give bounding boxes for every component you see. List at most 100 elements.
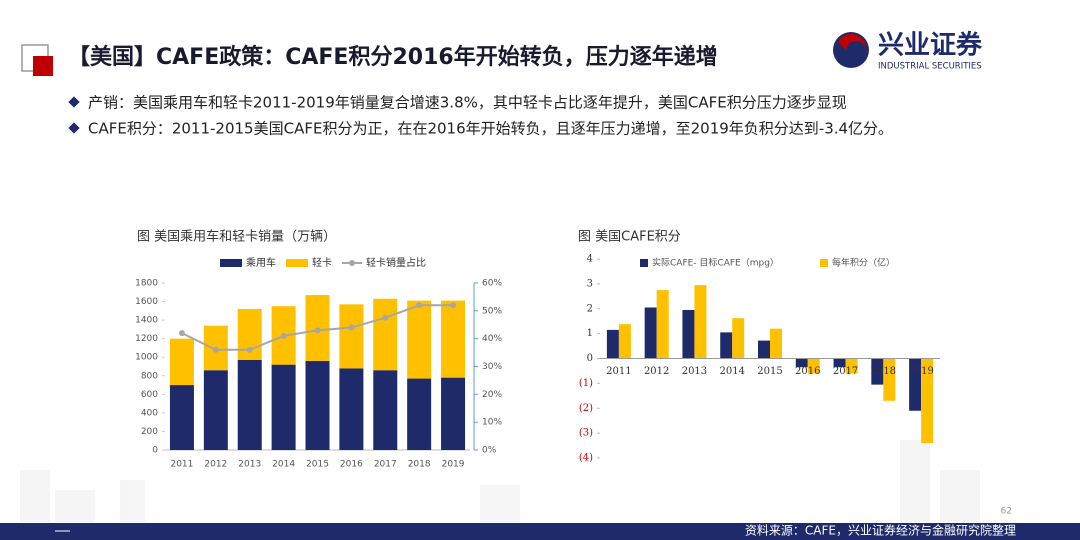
x-tick-label: 2014	[272, 460, 295, 470]
bar	[770, 328, 782, 359]
y2-tick-label: 20%	[482, 390, 502, 400]
bar-segment	[373, 298, 398, 371]
y-tick-label: 4	[587, 254, 593, 265]
line-marker	[348, 324, 355, 331]
bar-segment	[339, 304, 364, 369]
y-tick-label: (4)	[579, 453, 593, 464]
y-tick-label: 2	[587, 303, 593, 314]
x-tick-label: 2015	[757, 366, 782, 377]
y-tick-label: 400	[141, 408, 158, 418]
bar-segment	[203, 370, 228, 450]
legend-swatch	[220, 259, 242, 267]
line-marker	[280, 332, 287, 339]
bar	[909, 358, 922, 411]
bar	[682, 309, 695, 359]
y-tick-label: 1	[587, 328, 593, 339]
bar-segment	[407, 300, 432, 379]
y-tick-label: 1000	[135, 353, 158, 363]
y2-tick-label: 0%	[482, 446, 497, 456]
x-tick-label: 2017	[374, 460, 397, 470]
bar-segment	[271, 364, 296, 450]
y-tick-label: 0	[587, 353, 593, 364]
x-tick-label: 2015	[306, 460, 329, 470]
legend-label: 轻卡	[312, 256, 332, 269]
bar	[921, 358, 934, 444]
logo-sub: INDUSTRIAL SECURITIES	[878, 62, 982, 72]
chart-title: 图 美国乘用车和轻卡销量（万辆）	[137, 229, 336, 245]
x-tick-label: 2018	[408, 460, 431, 470]
x-tick-label: 2013	[682, 366, 707, 377]
bar	[845, 358, 858, 374]
y-tick-label: 1600	[135, 297, 158, 307]
bar	[720, 332, 733, 359]
bar-segment	[339, 368, 364, 450]
x-tick-label: 2016	[795, 366, 820, 377]
bar	[833, 358, 846, 368]
bar-segment	[237, 360, 262, 450]
legend-label: 每年积分（亿）	[832, 257, 895, 269]
logo-name: 兴业证券	[878, 31, 983, 61]
y-tick-label: 3	[587, 278, 593, 289]
y2-tick-label: 30%	[482, 362, 502, 372]
bar	[618, 324, 631, 359]
title-icon	[33, 56, 53, 76]
y2-tick-label: 10%	[482, 418, 502, 428]
x-tick-label: 2019	[908, 366, 933, 377]
x-tick-label: 2014	[719, 366, 744, 377]
bar	[807, 358, 820, 374]
legend-label: 轻卡销量占比	[366, 256, 426, 269]
x-tick-label: 2011	[170, 460, 193, 470]
y-tick-label: 200	[141, 427, 158, 437]
y-tick-label: 800	[141, 371, 158, 381]
x-tick-label: 2019	[442, 460, 465, 470]
legend-label: 乘用车	[246, 256, 276, 269]
line-marker	[178, 330, 185, 337]
bar-segment	[407, 378, 432, 450]
y-tick-label: 600	[141, 390, 158, 400]
y2-tick-label: 60%	[482, 279, 502, 289]
legend-swatch	[820, 259, 828, 267]
y-tick-label: (3)	[579, 428, 593, 439]
bar	[871, 358, 884, 385]
x-tick-label: 2013	[238, 460, 261, 470]
skyline	[20, 440, 980, 522]
x-tick-label: 2012	[644, 366, 669, 377]
bar	[656, 290, 669, 359]
bar-segment	[441, 300, 466, 378]
bar	[883, 358, 896, 401]
legend-swatch	[640, 259, 648, 267]
logo-swirl	[838, 33, 867, 52]
y2-tick-label: 50%	[482, 306, 502, 316]
legend-swatch	[349, 260, 355, 266]
bar	[732, 318, 745, 359]
bar	[758, 340, 770, 359]
bar-segment	[373, 370, 398, 450]
bar-segment	[169, 385, 194, 450]
x-tick-label: 2011	[606, 366, 631, 377]
line-marker	[450, 302, 457, 309]
bar-segment	[441, 377, 466, 450]
x-tick-label: 2012	[204, 460, 227, 470]
y-tick-label: 1400	[135, 316, 158, 326]
line-marker	[212, 346, 219, 353]
bar-segment	[169, 338, 194, 386]
footer-source: 资料来源：CAFE，兴业证券经济与金融研究院整理	[745, 523, 1016, 538]
bullet: CAFE积分：2011-2015美国CAFE积分为正，在在2016年开始转负，且…	[88, 120, 893, 138]
y-tick-label: 1200	[135, 334, 158, 344]
x-tick-label: 2016	[340, 460, 363, 470]
y-tick-label: (2)	[579, 403, 593, 414]
bar	[606, 329, 619, 359]
bar	[644, 307, 657, 359]
bar	[694, 285, 707, 359]
page-number: 62	[1001, 507, 1012, 517]
slide-title: 【美国】CAFE政策：CAFE积分2016年开始转负，压力逐年递增	[68, 44, 718, 70]
line-marker	[246, 346, 253, 353]
line-marker	[382, 314, 389, 321]
x-tick-label: 2017	[833, 366, 858, 377]
y-tick-label: (1)	[579, 378, 593, 389]
line-marker	[314, 327, 321, 334]
x-tick-label: 2018	[871, 366, 896, 377]
legend-swatch	[286, 259, 308, 267]
y-tick-label: 1800	[135, 279, 158, 289]
